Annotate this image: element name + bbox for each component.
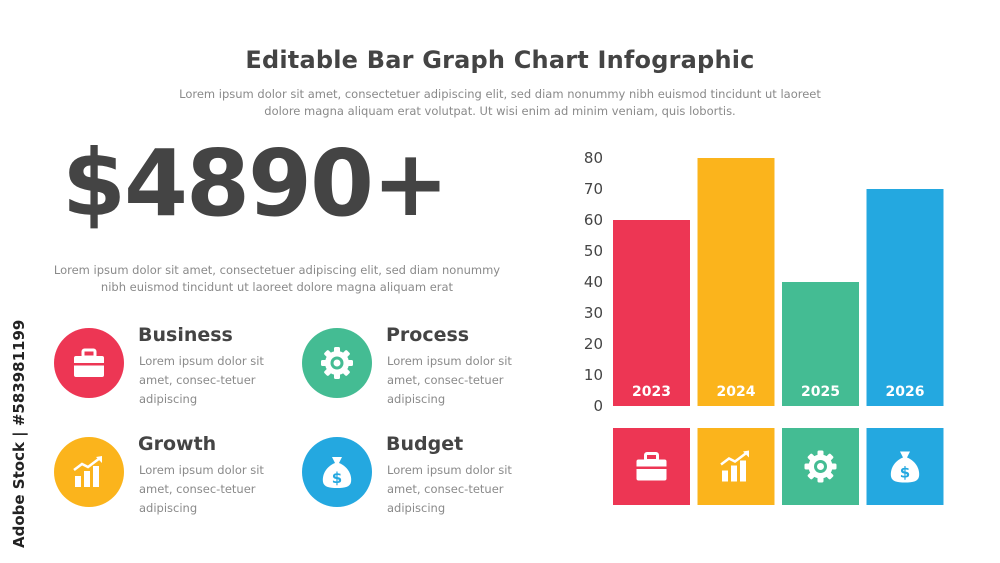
svg-text:$: $ xyxy=(332,469,342,487)
feature-process-badge xyxy=(302,328,372,398)
feature-process-description: Lorem ipsum dolor sit amet, consec-tetue… xyxy=(387,354,512,406)
y-tick-label: 0 xyxy=(593,397,603,415)
feature-growth-title: Growth xyxy=(138,433,217,455)
y-tick-label: 50 xyxy=(584,242,603,260)
highlight-value: $4890+ xyxy=(62,130,449,237)
tile-briefcase-icon xyxy=(636,452,667,481)
y-tick-label: 40 xyxy=(584,273,603,291)
bar-category-label: 2026 xyxy=(886,384,925,400)
y-tick-label: 80 xyxy=(584,149,603,167)
highlight-description: Lorem ipsum dolor sit amet, consectetuer… xyxy=(53,263,501,294)
svg-text:$: $ xyxy=(900,464,910,482)
y-axis-ticks: 0 10 20 30 40 50 60 70 80 xyxy=(584,149,603,415)
growth-chart-icon xyxy=(73,456,102,487)
feature-business-badge xyxy=(54,328,124,398)
gear-icon xyxy=(321,347,353,379)
bar-category-label: 2023 xyxy=(632,384,671,400)
y-tick-label: 70 xyxy=(584,180,603,198)
feature-process-title: Process xyxy=(386,324,470,346)
stock-watermark: Adobe Stock | #583981199 xyxy=(10,319,28,548)
y-tick-label: 30 xyxy=(584,304,603,322)
bar-labels: 2023 2024 2025 2026 xyxy=(632,384,924,400)
feature-business-description: Lorem ipsum dolor sit amet, consec-tetue… xyxy=(139,354,264,406)
tile-money-bag-icon: $ xyxy=(890,451,920,483)
feature-business-title: Business xyxy=(138,324,233,346)
briefcase-icon xyxy=(74,348,104,377)
bar-2024 xyxy=(697,158,775,406)
page-subtitle: Lorem ipsum dolor sit amet, consectetuer… xyxy=(179,87,821,118)
bar-2026 xyxy=(866,189,944,406)
feature-growth-description: Lorem ipsum dolor sit amet, consec-tetue… xyxy=(139,463,264,515)
tile-gear-icon xyxy=(804,450,837,483)
y-tick-label: 10 xyxy=(584,366,603,384)
bar-category-label: 2024 xyxy=(717,384,756,400)
money-bag-icon: $ xyxy=(322,457,352,488)
page-title: Editable Bar Graph Chart Infographic xyxy=(245,46,755,74)
feature-budget-badge: $ xyxy=(302,437,372,507)
feature-growth-badge xyxy=(54,437,124,507)
icon-tiles: $ xyxy=(613,428,944,505)
bars xyxy=(613,158,944,406)
bar-2025 xyxy=(782,282,859,406)
y-tick-label: 60 xyxy=(584,211,603,229)
tile-growth-chart-icon xyxy=(720,450,749,482)
y-tick-label: 20 xyxy=(584,335,603,353)
bar-category-label: 2025 xyxy=(801,384,840,400)
feature-budget-description: Lorem ipsum dolor sit amet, consec-tetue… xyxy=(387,463,512,515)
bar-2023 xyxy=(613,220,690,406)
feature-budget-title: Budget xyxy=(386,433,464,455)
